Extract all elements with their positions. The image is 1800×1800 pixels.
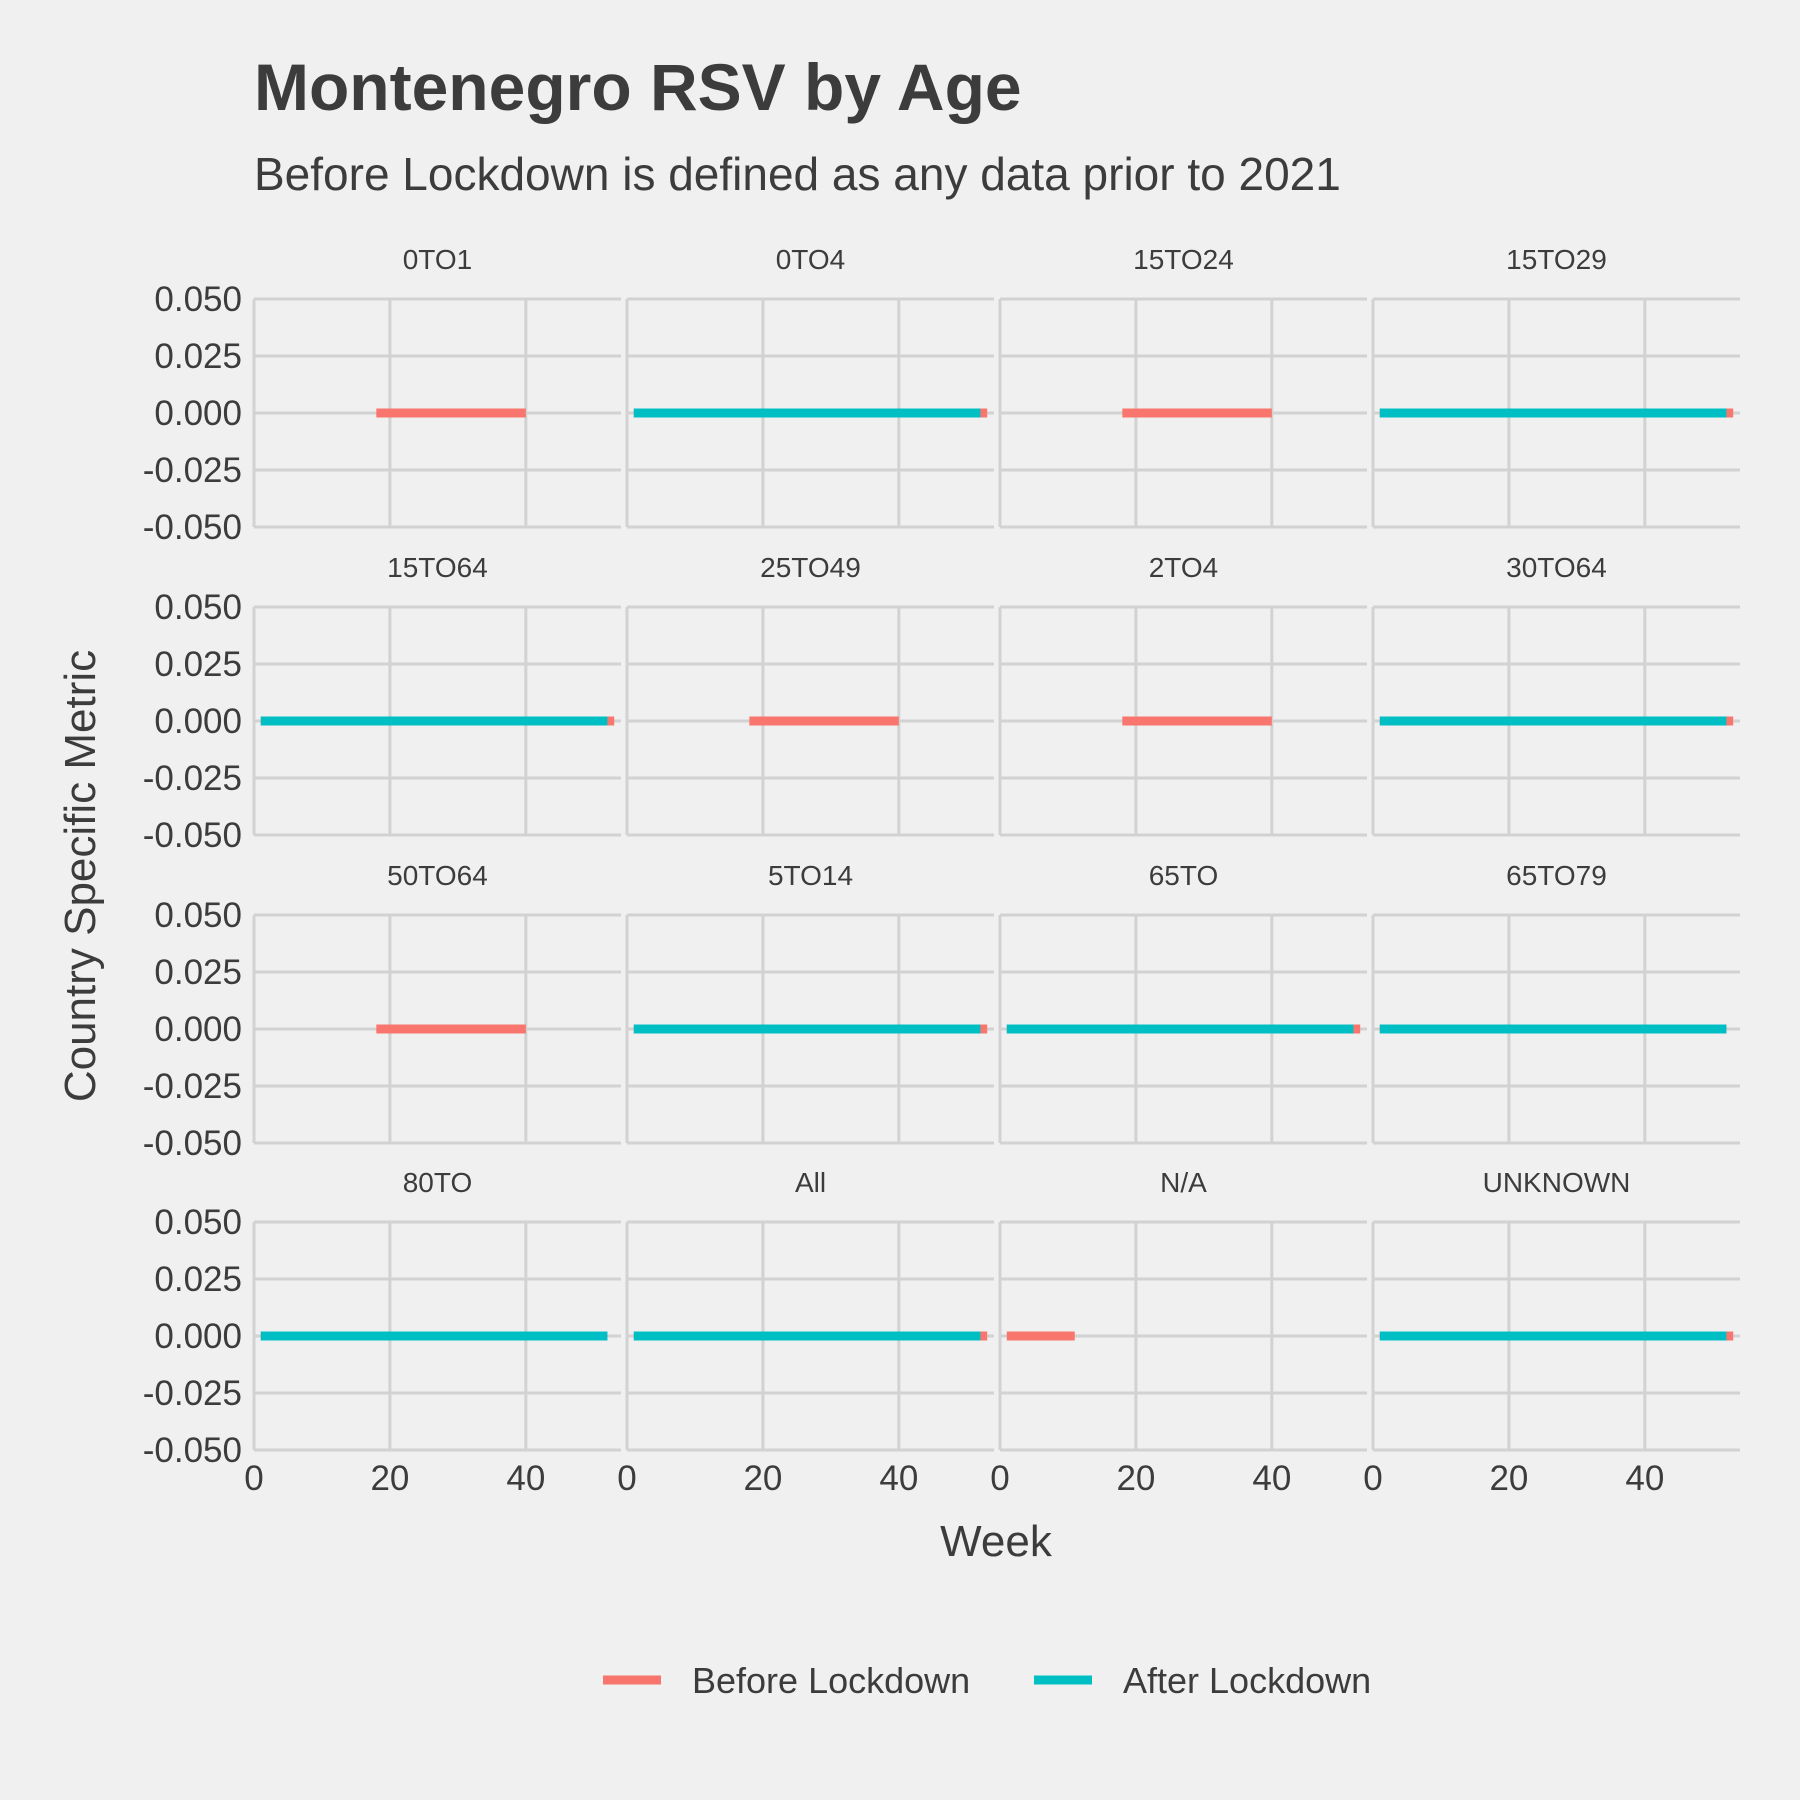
- facet-panel-65to: 65TO: [998, 860, 1367, 1145]
- x-tick-label: 20: [370, 1459, 409, 1498]
- facet-panel-25to49: 25TO49: [625, 552, 994, 837]
- facet-panel-15to64: 15TO64 0.050 0.025 0.000 -0.025 -0.050: [143, 552, 621, 855]
- y-tick-label: 0.025: [154, 645, 242, 684]
- x-tick-label: 0: [1363, 1459, 1382, 1498]
- facet-strip-label: 50TO64: [387, 860, 488, 891]
- x-axis-title: Week: [940, 1517, 1053, 1566]
- x-tick-label: 0: [990, 1459, 1009, 1498]
- y-tick-label: -0.050: [143, 816, 242, 855]
- y-tick-label: 0.025: [154, 1260, 242, 1299]
- x-tick-label: 20: [1116, 1459, 1155, 1498]
- y-tick-label: -0.025: [143, 759, 242, 798]
- facet-strip-label: 2TO4: [1149, 552, 1219, 583]
- facet-strip-label: 0TO1: [403, 244, 473, 275]
- x-tick-label: 40: [1252, 1459, 1291, 1498]
- facet-panel-n-a: N/A 0 20 40: [990, 1167, 1367, 1498]
- y-tick-label: -0.025: [143, 1374, 242, 1413]
- x-tick-label: 0: [617, 1459, 636, 1498]
- y-tick-label: 0.000: [154, 1317, 242, 1356]
- facet-panel-2to4: 2TO4: [998, 552, 1367, 837]
- chart-subtitle: Before Lockdown is defined as any data p…: [254, 148, 1341, 200]
- y-tick-label: -0.025: [143, 1067, 242, 1106]
- facet-strip-label: 25TO49: [760, 552, 861, 583]
- facet-strip-label: 0TO4: [776, 244, 846, 275]
- facet-strip-label: 15TO24: [1133, 244, 1234, 275]
- y-tick-label: 0.050: [154, 588, 242, 627]
- y-tick-label: 0.050: [154, 280, 242, 319]
- legend-label-after-lockdown: After Lockdown: [1123, 1660, 1371, 1701]
- y-tick-label: -0.025: [143, 451, 242, 490]
- facet-panel-0to1: 0TO1 0.050 0.025 0.000 -0.025 -0.050: [143, 244, 621, 547]
- x-tick-label: 40: [1625, 1459, 1664, 1498]
- y-tick-label: -0.050: [143, 1431, 242, 1470]
- facet-panel-15to24: 15TO24: [998, 244, 1367, 529]
- facet-strip-label: 30TO64: [1506, 552, 1607, 583]
- facet-strip-label: 65TO: [1149, 860, 1219, 891]
- y-tick-label: 0.025: [154, 337, 242, 376]
- facet-panel-65to79: 65TO79: [1371, 860, 1740, 1145]
- facet-strip-label: 65TO79: [1506, 860, 1607, 891]
- facet-panel-50to64: 50TO64 0.050 0.025 0.000 -0.025 -0.050: [143, 860, 621, 1163]
- x-tick-label: 40: [506, 1459, 545, 1498]
- legend: Before Lockdown After Lockdown: [603, 1660, 1371, 1701]
- facet-strip-label: UNKNOWN: [1483, 1167, 1631, 1198]
- facet-panel-5to14: 5TO14: [625, 860, 994, 1145]
- x-tick-label: 0: [244, 1459, 263, 1498]
- facet-panels: 0TO1 0.050 0.025 0.000 -0.025 -0.050 0TO4 15TO2…: [143, 244, 1740, 1498]
- facet-panel-15to29: 15TO29: [1371, 244, 1740, 529]
- facet-strip-label: 5TO14: [768, 860, 853, 891]
- facet-strip-label: 15TO64: [387, 552, 488, 583]
- legend-label-before-lockdown: Before Lockdown: [692, 1660, 970, 1701]
- facet-strip-label: All: [795, 1167, 826, 1198]
- x-tick-label: 20: [743, 1459, 782, 1498]
- facet-strip-label: 80TO: [403, 1167, 473, 1198]
- x-tick-label: 20: [1489, 1459, 1528, 1498]
- y-tick-label: 0.050: [154, 1203, 242, 1242]
- chart-title: Montenegro RSV by Age: [254, 50, 1022, 124]
- y-tick-label: 0.000: [154, 702, 242, 741]
- facet-strip-label: 15TO29: [1506, 244, 1607, 275]
- facet-strip-label: N/A: [1160, 1167, 1207, 1198]
- y-tick-label: -0.050: [143, 1124, 242, 1163]
- facet-panel-unknown: UNKNOWN 0 20 40: [1363, 1167, 1740, 1498]
- y-axis-title: Country Specific Metric: [56, 650, 105, 1102]
- facet-panel-30to64: 30TO64: [1371, 552, 1740, 837]
- x-tick-label: 40: [879, 1459, 918, 1498]
- facet-panel-all: All 0 20 40: [617, 1167, 994, 1498]
- y-tick-label: 0.025: [154, 953, 242, 992]
- y-tick-label: 0.050: [154, 896, 242, 935]
- y-tick-label: 0.000: [154, 1010, 242, 1049]
- y-tick-label: 0.000: [154, 394, 242, 433]
- facet-panel-0to4: 0TO4: [625, 244, 994, 529]
- y-tick-label: -0.050: [143, 508, 242, 547]
